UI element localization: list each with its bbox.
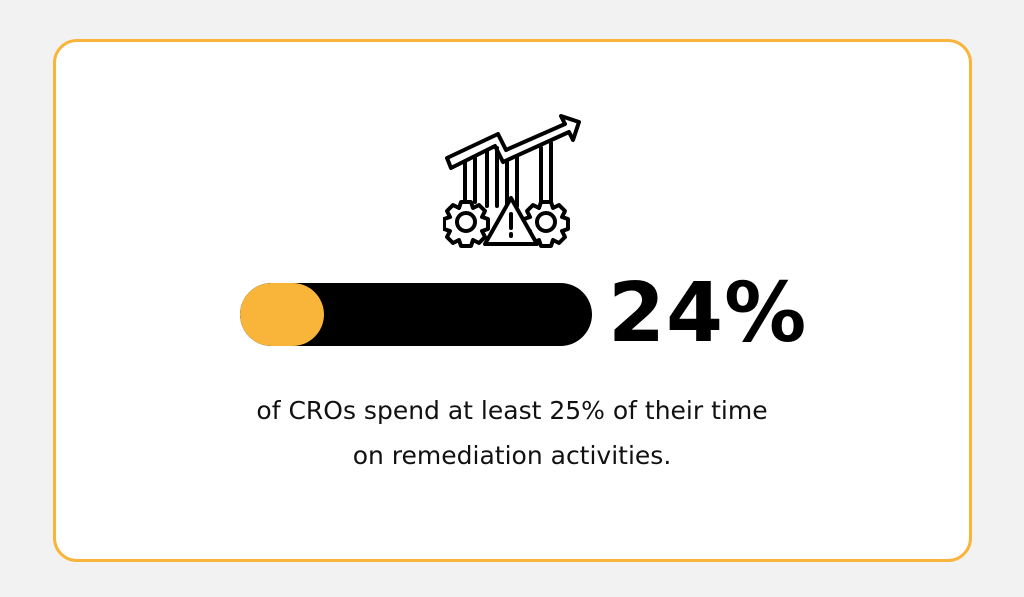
progress-bar [240, 283, 592, 346]
progress-bar-fill [240, 283, 325, 346]
stat-caption: of CROs spend at least 25% of their time… [0, 388, 1024, 478]
caption-line-2: on remediation activities. [352, 441, 672, 470]
stat-value: 24% [608, 266, 808, 361]
growth-chart-gears-warning-icon [443, 114, 581, 248]
caption-line-1: of CROs spend at least 25% of their time [256, 396, 768, 425]
